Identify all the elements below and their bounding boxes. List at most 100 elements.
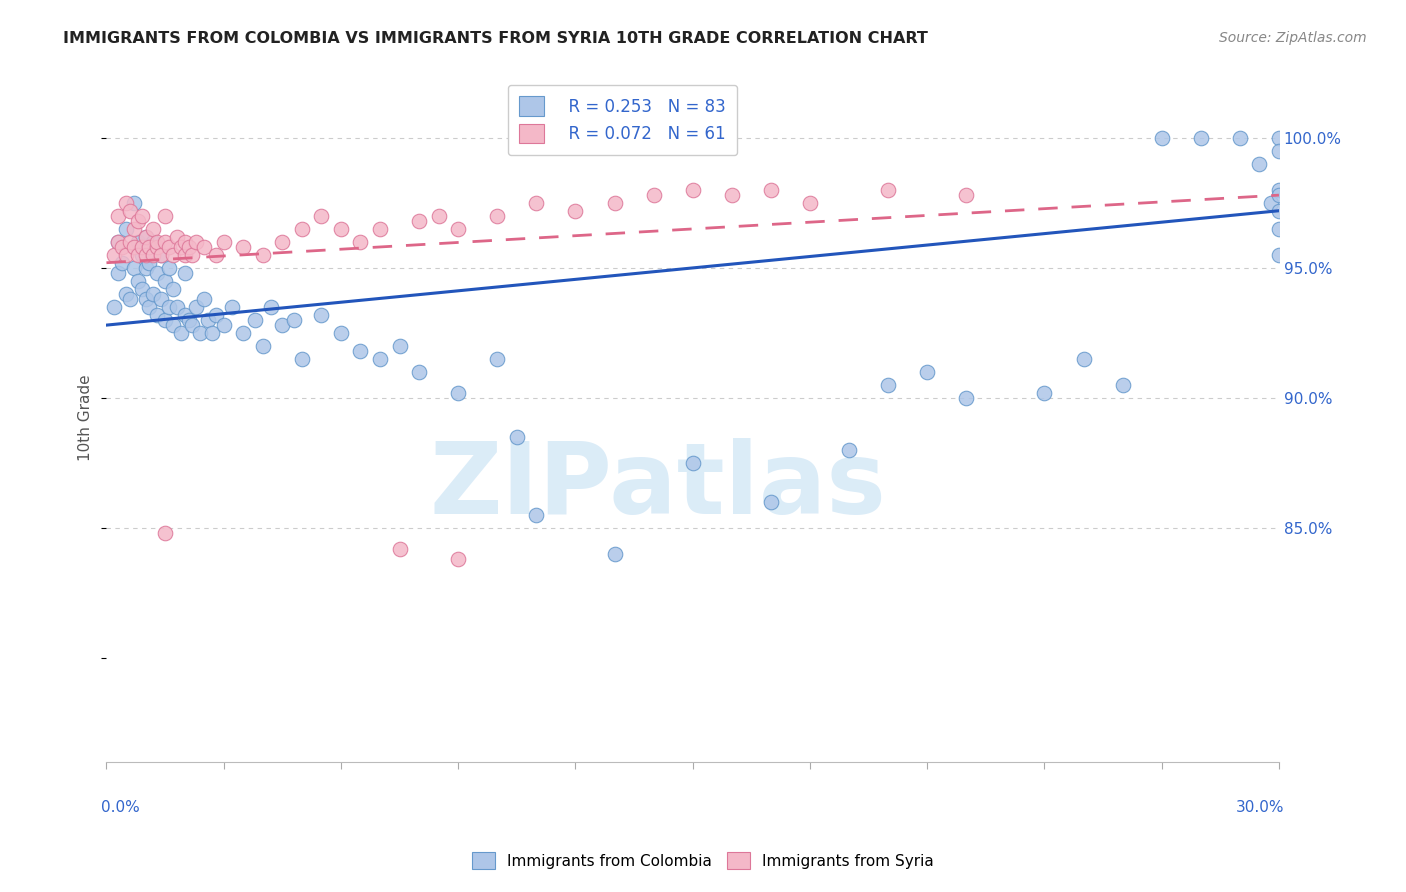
Point xyxy=(162,282,184,296)
Point xyxy=(193,292,215,306)
Point xyxy=(368,351,391,366)
Point xyxy=(173,248,195,262)
Point xyxy=(1033,385,1056,400)
Point xyxy=(138,256,160,270)
Point xyxy=(506,430,529,444)
Point xyxy=(1268,222,1291,236)
Point xyxy=(122,240,145,254)
Point xyxy=(142,248,165,262)
Point xyxy=(103,300,125,314)
Point xyxy=(111,256,134,270)
Point xyxy=(291,222,314,236)
Point xyxy=(271,235,294,249)
Point xyxy=(915,365,938,379)
Point xyxy=(311,209,333,223)
Point xyxy=(157,260,180,275)
Point xyxy=(838,442,860,457)
Text: 30.0%: 30.0% xyxy=(1236,799,1285,814)
Point xyxy=(107,235,129,249)
Point xyxy=(157,300,180,314)
Point xyxy=(135,229,157,244)
Point xyxy=(127,214,149,228)
Point xyxy=(564,203,586,218)
Point xyxy=(368,222,391,236)
Point xyxy=(1268,188,1291,202)
Point xyxy=(524,508,547,522)
Point xyxy=(115,196,138,211)
Text: IMMIGRANTS FROM COLOMBIA VS IMMIGRANTS FROM SYRIA 10TH GRADE CORRELATION CHART: IMMIGRANTS FROM COLOMBIA VS IMMIGRANTS F… xyxy=(63,31,928,46)
Point xyxy=(135,260,157,275)
Point xyxy=(877,183,900,197)
Point xyxy=(447,222,470,236)
Point xyxy=(643,188,665,202)
Point xyxy=(232,326,254,340)
Point xyxy=(186,235,208,249)
Point xyxy=(135,229,157,244)
Point xyxy=(1249,157,1271,171)
Point xyxy=(122,222,145,236)
Point xyxy=(150,248,173,262)
Point xyxy=(115,222,138,236)
Point xyxy=(193,240,215,254)
Point xyxy=(486,209,509,223)
Point xyxy=(146,240,169,254)
Point xyxy=(252,339,274,353)
Point xyxy=(291,351,314,366)
Point xyxy=(1268,131,1291,145)
Point xyxy=(955,188,977,202)
Point xyxy=(1189,131,1212,145)
Point xyxy=(524,196,547,211)
Point xyxy=(486,351,509,366)
Text: Source: ZipAtlas.com: Source: ZipAtlas.com xyxy=(1219,31,1367,45)
Point xyxy=(388,339,411,353)
Point xyxy=(153,313,176,327)
Point xyxy=(330,326,353,340)
Point xyxy=(201,326,224,340)
Point xyxy=(177,240,200,254)
Point xyxy=(311,308,333,322)
Point xyxy=(603,196,626,211)
Legend: Immigrants from Colombia, Immigrants from Syria: Immigrants from Colombia, Immigrants fro… xyxy=(465,846,941,875)
Point xyxy=(127,248,149,262)
Point xyxy=(162,248,184,262)
Point xyxy=(146,308,169,322)
Point xyxy=(447,385,470,400)
Point xyxy=(111,240,134,254)
Point xyxy=(135,248,157,262)
Point xyxy=(127,274,149,288)
Point xyxy=(150,292,173,306)
Point xyxy=(131,240,153,254)
Point xyxy=(427,209,450,223)
Point xyxy=(122,260,145,275)
Point xyxy=(127,235,149,249)
Point xyxy=(330,222,353,236)
Y-axis label: 10th Grade: 10th Grade xyxy=(79,374,93,460)
Point xyxy=(118,203,141,218)
Point xyxy=(212,235,235,249)
Point xyxy=(131,209,153,223)
Point xyxy=(142,235,165,249)
Point xyxy=(118,235,141,249)
Point xyxy=(107,235,129,249)
Point xyxy=(349,235,371,249)
Point xyxy=(197,313,219,327)
Point xyxy=(107,266,129,280)
Point xyxy=(118,292,141,306)
Point xyxy=(682,183,704,197)
Point xyxy=(271,318,294,332)
Point xyxy=(131,248,153,262)
Point xyxy=(1073,351,1095,366)
Text: 0.0%: 0.0% xyxy=(101,799,139,814)
Point xyxy=(150,248,173,262)
Point xyxy=(153,526,176,541)
Point xyxy=(146,235,169,249)
Point xyxy=(720,188,742,202)
Point xyxy=(349,344,371,359)
Point xyxy=(877,377,900,392)
Text: ZIPatlas: ZIPatlas xyxy=(429,438,886,535)
Point xyxy=(1150,131,1173,145)
Point xyxy=(252,248,274,262)
Point xyxy=(799,196,821,211)
Point xyxy=(283,313,305,327)
Point xyxy=(177,313,200,327)
